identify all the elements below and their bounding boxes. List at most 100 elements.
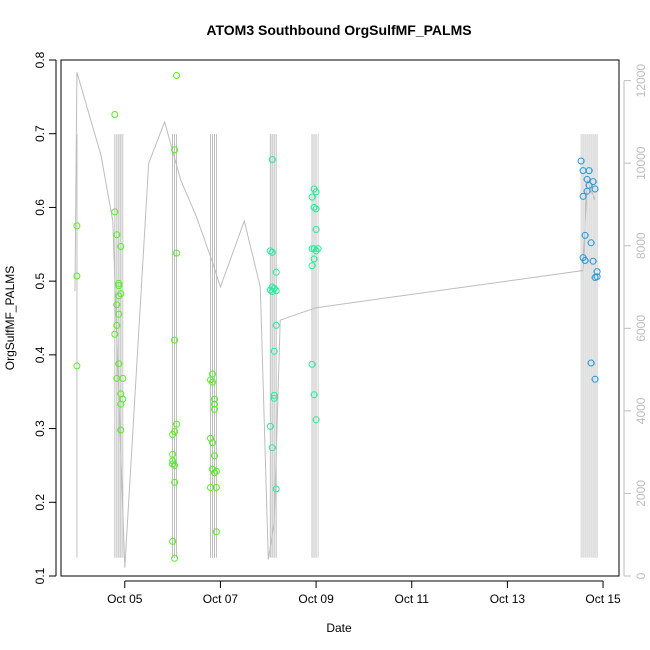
data-point	[312, 226, 320, 233]
scatter-points-layer	[73, 72, 601, 562]
data-point	[312, 188, 320, 196]
data-point	[310, 245, 318, 253]
y2-tick-label: 8000	[634, 232, 648, 259]
y-tick-label: 0.1	[33, 567, 47, 584]
data-point	[207, 434, 214, 442]
data-point	[111, 111, 119, 118]
data-point	[308, 262, 316, 270]
data-point	[169, 450, 177, 458]
y2-tick-label: 12000	[634, 64, 648, 98]
data-point	[115, 292, 123, 300]
y-tick-label: 0.2	[33, 494, 47, 511]
data-point	[310, 255, 318, 263]
data-point	[173, 72, 181, 79]
data-point	[591, 185, 599, 193]
y2-tick-label: 4000	[634, 397, 648, 424]
data-point	[209, 378, 216, 386]
data-point	[173, 420, 181, 428]
data-point	[211, 405, 218, 413]
data-point	[585, 181, 593, 189]
data-point	[581, 231, 589, 239]
data-point	[312, 416, 320, 424]
data-point	[587, 239, 595, 247]
data-point	[111, 330, 119, 338]
data-point	[270, 347, 278, 355]
y-tick-label: 0.7	[33, 125, 47, 142]
data-point	[117, 426, 125, 434]
data-point	[591, 375, 599, 383]
y2-tick-label: 0	[634, 572, 648, 579]
data-point	[266, 422, 274, 430]
data-point	[268, 288, 276, 295]
data-point	[587, 359, 595, 367]
chart-title: ATOM3 Southbound OrgSulfMF_PALMS	[206, 22, 471, 38]
data-point	[173, 249, 181, 257]
data-point	[115, 310, 123, 318]
data-point	[272, 287, 280, 295]
data-point	[593, 268, 601, 276]
data-point	[117, 290, 125, 298]
data-point	[211, 469, 218, 477]
data-point	[115, 279, 123, 287]
data-point	[169, 431, 177, 438]
data-point	[581, 257, 589, 264]
data-point	[113, 321, 121, 329]
data-point	[212, 484, 220, 491]
data-point	[270, 394, 278, 402]
data-point	[308, 360, 316, 368]
x-tick-label: Oct 11	[395, 592, 430, 606]
data-point	[171, 461, 179, 469]
data-point	[589, 178, 597, 186]
data-point	[73, 222, 81, 230]
data-point	[209, 439, 216, 447]
data-point	[169, 537, 177, 545]
data-point	[272, 485, 280, 493]
y-axis-right: 0 2000 4000 6000 8000 10000 12000	[623, 64, 648, 579]
data-point	[268, 444, 276, 452]
data-point	[113, 231, 121, 239]
data-point	[270, 391, 278, 399]
x-axis-label: Date	[326, 621, 352, 635]
data-point	[266, 247, 274, 255]
y-tick-label: 0.6	[33, 199, 47, 216]
data-point	[169, 457, 177, 465]
x-axis: Oct 05 Oct 07 Oct 09 Oct 11 Oct 13 Oct 15	[107, 580, 621, 606]
data-point	[310, 203, 318, 211]
x-tick-label: Oct 13	[490, 592, 526, 606]
x-tick-label: Oct 15	[585, 592, 621, 606]
x-tick-label: Oct 05	[107, 592, 143, 606]
y-tick-label: 0.8	[33, 51, 47, 68]
data-point	[583, 175, 591, 183]
data-point	[211, 400, 218, 408]
data-point	[212, 467, 220, 475]
data-point	[117, 400, 125, 408]
data-point	[115, 282, 123, 290]
data-point	[169, 460, 177, 468]
data-point	[272, 268, 280, 276]
data-point	[73, 272, 81, 280]
data-point	[314, 245, 322, 253]
data-point	[115, 360, 123, 368]
data-point	[589, 257, 597, 265]
data-point	[312, 247, 320, 255]
y-tick-label: 0.3	[33, 420, 47, 437]
data-point	[113, 301, 121, 309]
data-point	[211, 452, 218, 460]
data-point	[212, 528, 220, 536]
x-tick-label: Oct 09	[298, 592, 334, 606]
altitude-trace-layer	[74, 72, 598, 568]
data-point	[171, 554, 179, 562]
data-point	[591, 274, 599, 281]
y-tick-label: 0.5	[33, 272, 47, 289]
data-point	[211, 395, 218, 403]
data-point	[111, 208, 119, 216]
data-point	[272, 321, 280, 329]
data-point	[171, 336, 179, 344]
data-point	[308, 193, 316, 201]
data-point	[119, 374, 127, 382]
x-tick-label: Oct 07	[203, 592, 239, 606]
y-axis-label: OrgSulfMF_PALMS	[3, 266, 17, 370]
data-point	[583, 187, 591, 195]
data-point	[585, 167, 593, 175]
